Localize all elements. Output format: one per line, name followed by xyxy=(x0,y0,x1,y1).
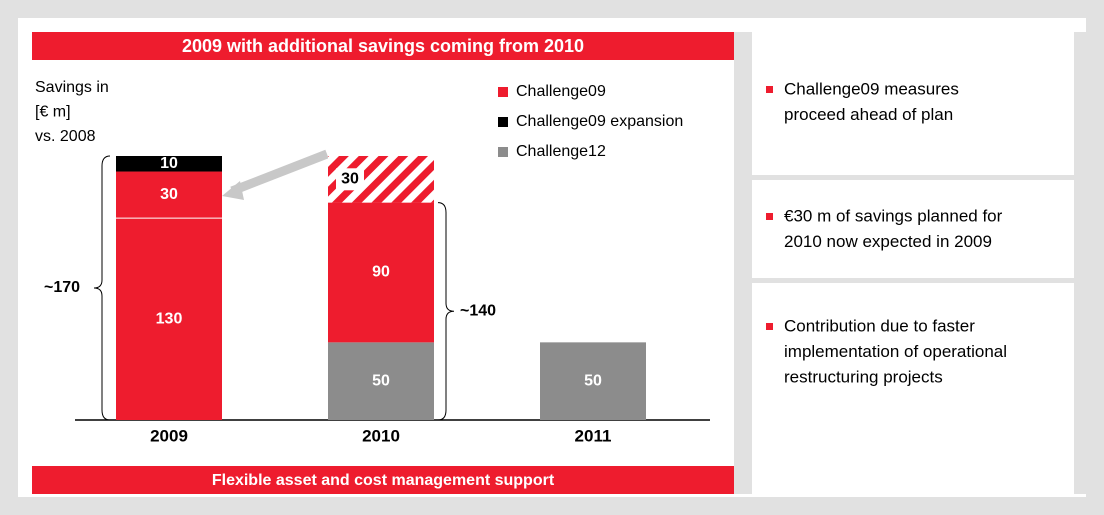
note-text: proceed ahead of plan xyxy=(784,105,953,124)
legend-swatch xyxy=(498,147,508,157)
note-text: implementation of operational xyxy=(784,342,1007,361)
note-text: €30 m of savings planned for xyxy=(784,206,1003,225)
value-label: 30 xyxy=(160,186,178,203)
value-label: 90 xyxy=(372,264,390,281)
bullet xyxy=(766,213,773,220)
legend-swatch xyxy=(498,117,508,127)
note-text: restructuring projects xyxy=(784,367,943,386)
bar-segment xyxy=(540,342,646,420)
legend-swatch xyxy=(498,87,508,97)
bar-segment xyxy=(328,202,434,343)
bar-segment xyxy=(116,171,222,219)
chart-title: 2009 with additional savings coming from… xyxy=(182,36,584,56)
footer: Flexible asset and cost management suppo… xyxy=(212,472,555,489)
footer-bar xyxy=(32,466,734,494)
brace xyxy=(437,202,455,421)
arrow xyxy=(230,149,329,196)
note-text: Contribution due to faster xyxy=(784,316,975,335)
value-label: 50 xyxy=(584,372,602,389)
bar-segment xyxy=(328,342,434,420)
note-text: 2010 now expected in 2009 xyxy=(784,232,992,251)
x-tick-label: 2010 xyxy=(362,426,400,445)
value-label: 50 xyxy=(372,372,390,389)
y-axis-label: Savings in xyxy=(35,79,109,96)
value-label: 130 xyxy=(156,310,183,327)
divider xyxy=(734,32,752,494)
bullet xyxy=(766,323,773,330)
arrow-head xyxy=(222,181,244,200)
y-axis-label: vs. 2008 xyxy=(35,128,96,145)
y-axis-label: [€ m] xyxy=(35,104,71,121)
header-bar xyxy=(32,32,734,60)
divider xyxy=(752,175,1074,180)
legend-label: Challenge09 xyxy=(516,83,606,100)
value-label: 30 xyxy=(341,171,359,188)
legend-label: Challenge09 expansion xyxy=(516,113,683,130)
x-tick-label: 2009 xyxy=(150,426,188,445)
annotation: ~140 xyxy=(460,303,496,320)
divider xyxy=(1074,32,1086,494)
bullet xyxy=(766,86,773,93)
annotation: ~170 xyxy=(44,279,80,296)
value-label: 10 xyxy=(160,155,178,172)
x-tick-label: 2011 xyxy=(575,426,612,445)
legend-label: Challenge12 xyxy=(516,143,606,160)
label-box xyxy=(336,168,364,191)
brace xyxy=(93,155,111,421)
divider xyxy=(752,278,1074,283)
note-text: Challenge09 measures xyxy=(784,79,959,98)
bar-segment xyxy=(116,218,222,420)
bar-segment xyxy=(116,156,222,172)
